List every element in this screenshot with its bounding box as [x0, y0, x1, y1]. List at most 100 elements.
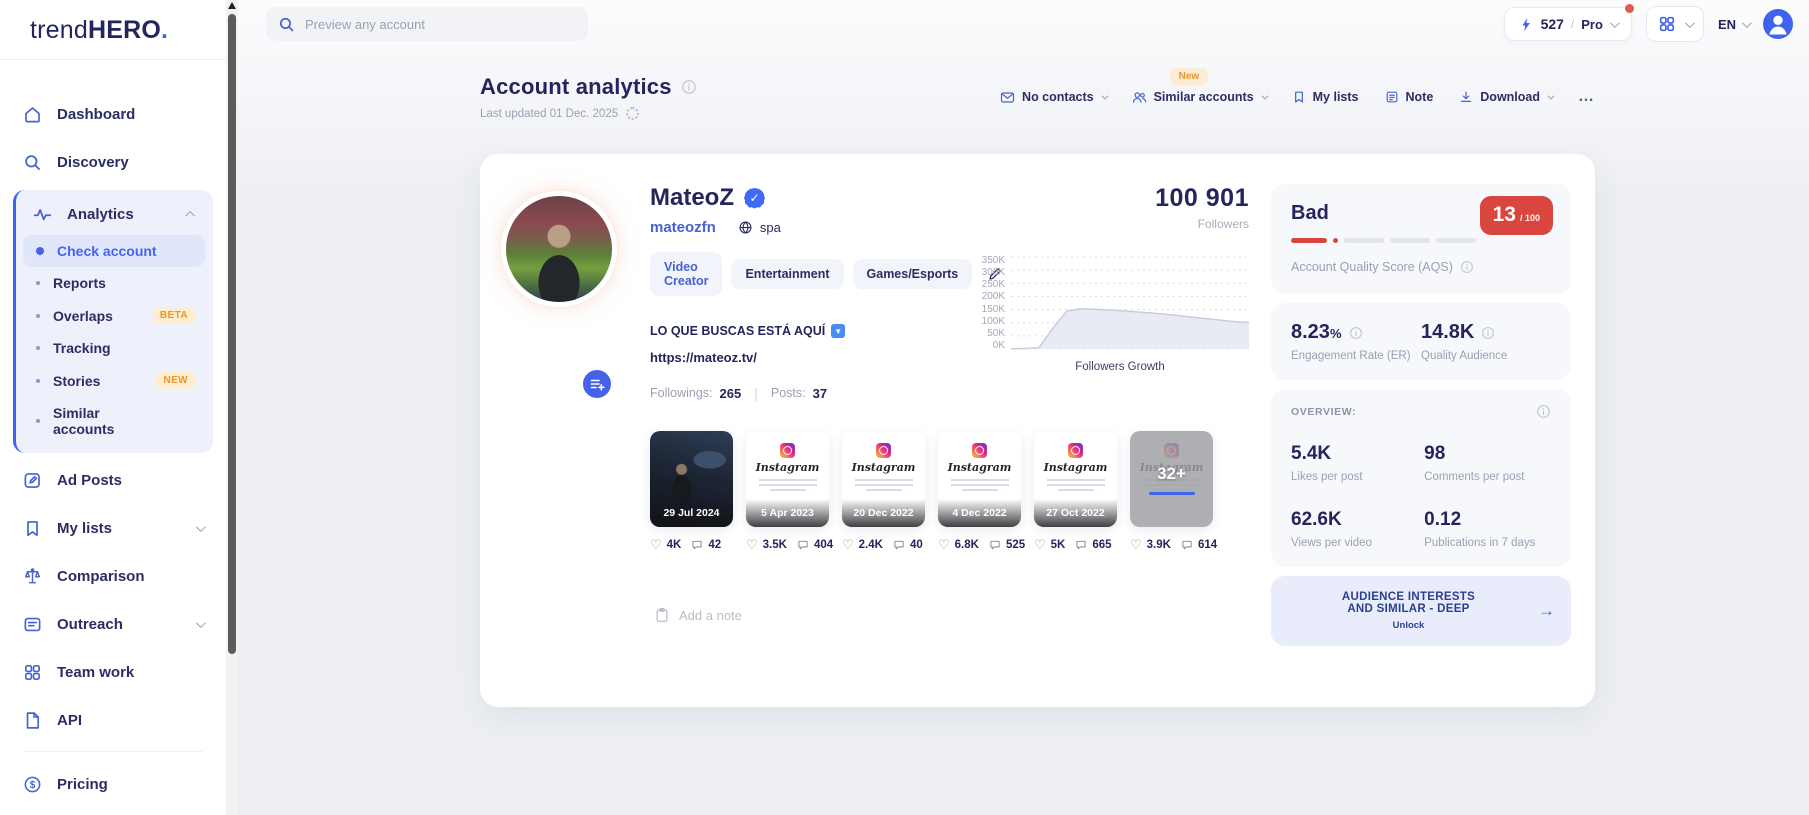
info-icon[interactable] [1460, 260, 1474, 274]
post-date: 4 Dec 2022 [938, 499, 1021, 527]
post-stats: ♡ 2.4K 40 [842, 538, 925, 551]
note-button[interactable]: Note [1385, 90, 1434, 104]
scale-segment [1344, 238, 1384, 243]
topbar: 527 / Pro EN [238, 0, 1809, 48]
credits-plan-button[interactable]: 527 / Pro [1503, 4, 1634, 41]
website-link[interactable]: https://mateoz.tv/ [650, 350, 757, 365]
chevron-down-icon [195, 522, 206, 533]
sidebar-item-reports[interactable]: Reports [23, 267, 205, 299]
sidebar-item-pricing[interactable]: $ Pricing [13, 764, 213, 805]
sidebar-item-team-work[interactable]: Team work [13, 652, 213, 693]
more-actions-button[interactable]: … [1578, 88, 1595, 105]
apps-menu-button[interactable] [1645, 6, 1704, 42]
username-link[interactable]: mateozfn [650, 219, 716, 236]
aqs-score: 13 [1492, 203, 1516, 226]
sidebar-item-label: Stories [53, 372, 101, 389]
my-lists-button[interactable]: My lists [1292, 90, 1359, 104]
open-report-link[interactable] [1148, 491, 1195, 495]
sidebar-item-check-account[interactable]: Check account [23, 235, 205, 267]
y-tick: 200K [981, 291, 1005, 303]
sidebar-item-my-lists[interactable]: My lists [13, 508, 213, 549]
sidebar-item-label: Similar accounts [53, 405, 115, 437]
category-tag: Entertainment [731, 259, 844, 289]
chart-title: Followers Growth [1075, 361, 1165, 373]
sidebar-item-outreach[interactable]: Outreach [13, 604, 213, 645]
list-plus-icon [590, 379, 605, 391]
heart-icon: ♡ [938, 537, 950, 552]
account-bio: LO QUE BUSCAS ESTÁ AQUÍ ▼ [650, 324, 961, 338]
sidebar-item-comparison[interactable]: Comparison [13, 556, 213, 597]
unlock-title-line2: AND SIMILAR - DEEP [1347, 603, 1470, 615]
sidebar-item-analytics[interactable]: Analytics [23, 194, 205, 235]
followers-label: Followers [1197, 217, 1249, 231]
logo-trend: trend [30, 16, 88, 44]
post-item: Instagram 20 Dec 2022 ♡ 2.4K 40 [842, 431, 925, 551]
post-thumbnail[interactable]: Instagram 20 Dec 2022 [842, 431, 925, 527]
more-posts-thumbnail[interactable]: Instagram 32+ [1130, 431, 1213, 527]
sidebar-item-similar-accounts[interactable]: Similar accounts [23, 397, 173, 445]
scrollbar-thumb[interactable] [228, 14, 236, 654]
sidebar-item-discovery[interactable]: Discovery [13, 142, 213, 183]
post-thumbnail[interactable]: Instagram 5 Apr 2023 [746, 431, 829, 527]
er-label: Engagement Rate (ER) [1291, 350, 1411, 362]
sidebar-item-api[interactable]: API [13, 700, 213, 741]
post-stats: ♡ 6.8K 525 [938, 537, 1025, 552]
instagram-logo-text: Instagram [851, 461, 916, 474]
instagram-logo-text: Instagram [755, 461, 820, 474]
mail-icon [1000, 90, 1015, 105]
post-thumbnail[interactable]: Instagram 4 Dec 2022 [938, 431, 1021, 527]
instagram-logo-text: Instagram [947, 461, 1012, 474]
bio-text: LO QUE BUSCAS ESTÁ AQUÍ [650, 324, 826, 338]
stat-label: Views per video [1291, 537, 1372, 549]
download-button[interactable]: Download [1459, 90, 1555, 104]
bullet-icon [36, 313, 40, 318]
search-input[interactable] [305, 16, 576, 32]
chevron-up-icon [185, 210, 196, 221]
similar-accounts-button[interactable]: New Similar accounts [1132, 67, 1269, 105]
sidebar-item-tracking[interactable]: Tracking [23, 332, 205, 364]
sidebar-item-overlaps[interactable]: Overlaps BETA [23, 299, 205, 332]
account-search[interactable] [266, 7, 588, 41]
language-selector[interactable]: EN [1718, 17, 1752, 32]
posts-value: 37 [812, 385, 828, 401]
scrollbar-up-arrow[interactable] [228, 2, 236, 9]
home-icon [23, 105, 42, 124]
heart-icon: ♡ [1130, 537, 1142, 552]
er-unit: % [1329, 326, 1342, 341]
no-contacts-button[interactable]: No contacts [1000, 90, 1109, 105]
info-icon[interactable] [681, 79, 697, 95]
info-icon[interactable] [1536, 404, 1551, 419]
post-thumbnail[interactable]: Instagram 27 Oct 2022 [1034, 431, 1117, 527]
scale-marker-dot [1333, 238, 1338, 243]
info-icon[interactable] [1481, 326, 1495, 340]
followings-posts-row: Followings: 265 | Posts: 37 [650, 385, 961, 401]
refresh-spinner-icon [626, 107, 640, 120]
scale-segment [1436, 238, 1476, 243]
users-icon [1132, 90, 1147, 105]
add-to-list-button[interactable] [580, 367, 614, 401]
engagement-rate: 8.23% Engagement Rate (ER) [1291, 321, 1421, 362]
divider: | [754, 385, 758, 401]
logo[interactable]: trendHERO. [0, 0, 226, 60]
note-label: Note [1405, 90, 1434, 104]
post-thumbnail[interactable]: 29 Jul 2024 [650, 431, 733, 527]
edit-pencil-icon[interactable] [987, 266, 1003, 282]
metrics-panel: Bad 13 / 100 Account Qual [1271, 184, 1571, 683]
chevron-down-icon [1741, 17, 1752, 28]
sidebar-item-dashboard[interactable]: Dashboard [13, 94, 213, 135]
chevron-down-icon [1547, 92, 1555, 100]
y-tick: 50K [987, 327, 1005, 339]
globe-icon [738, 220, 753, 235]
vertical-scrollbar[interactable] [226, 0, 238, 815]
sidebar-item-stories[interactable]: Stories NEW [23, 364, 205, 397]
add-note-button[interactable]: Add a note [654, 607, 1249, 623]
overview-stat: 62.6K Views per video [1291, 509, 1424, 549]
sidebar-item-ad-posts[interactable]: Ad Posts [13, 460, 213, 501]
scales-icon [23, 567, 42, 586]
audience-interests-unlock[interactable]: AUDIENCE INTERESTS AND SIMILAR - DEEP Un… [1271, 576, 1571, 646]
user-avatar[interactable] [1763, 9, 1793, 39]
info-icon[interactable] [1349, 326, 1363, 340]
overview-stat: 5.4K Likes per post [1291, 443, 1424, 483]
post-date: 20 Dec 2022 [842, 499, 925, 527]
grid-icon [23, 663, 42, 682]
